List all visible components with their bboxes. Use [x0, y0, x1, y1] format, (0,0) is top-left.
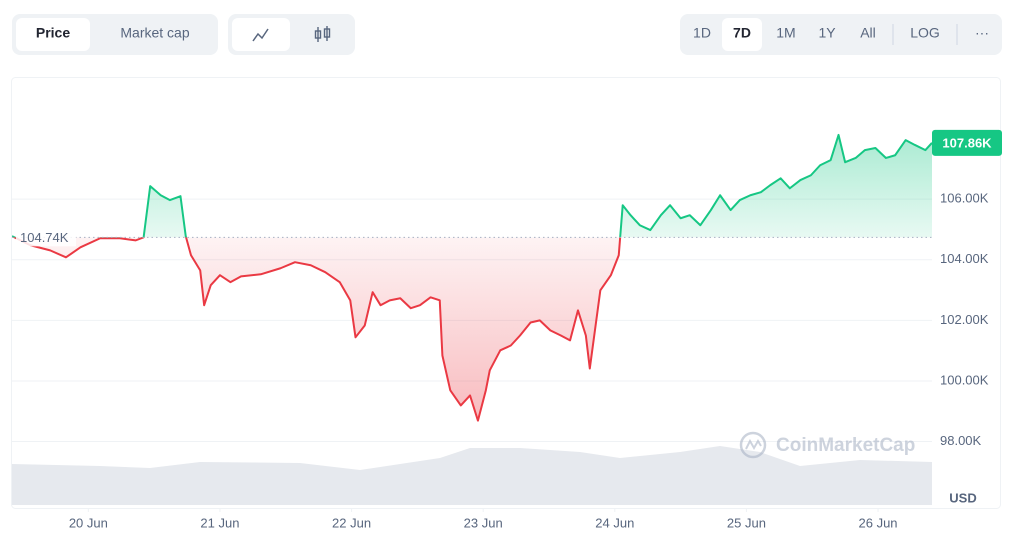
- y-tick-label: 104.00K: [940, 251, 989, 266]
- watermark: CoinMarketCap: [739, 431, 915, 459]
- y-tick-label: 100.00K: [940, 372, 989, 387]
- range-all[interactable]: All: [860, 25, 876, 41]
- plot: 104.74K: [12, 133, 932, 422]
- active-tab[interactable]: [16, 18, 90, 51]
- toolbar: Price Market cap 1D 7D 1M 1Y All LOG ···: [12, 14, 1002, 55]
- more-button[interactable]: ···: [975, 25, 989, 41]
- x-tick-label: 23 Jun: [464, 515, 503, 530]
- y-tick-label: 98.00K: [940, 433, 982, 448]
- line-style-button[interactable]: [232, 18, 290, 51]
- chart-frame: [11, 77, 1001, 509]
- range-1d[interactable]: 1D: [693, 25, 711, 41]
- y-unit: USD: [949, 490, 976, 505]
- tab-market-cap[interactable]: Market cap: [120, 25, 189, 41]
- baseline-label-bg: [16, 228, 76, 247]
- area-down: [14, 237, 621, 421]
- baseline-label: 104.74K: [20, 230, 69, 245]
- last-price-label: 107.86K: [942, 135, 992, 150]
- x-tick-label: 20 Jun: [69, 515, 108, 530]
- volume-backdrop: [12, 446, 932, 505]
- line-up: [12, 133, 932, 238]
- y-tick-label: 106.00K: [940, 191, 989, 206]
- active-range[interactable]: [722, 18, 762, 51]
- range-1y[interactable]: 1Y: [818, 25, 836, 41]
- x-tick-label: 25 Jun: [727, 515, 766, 530]
- x-tick-label: 22 Jun: [332, 515, 371, 530]
- last-price-badge: [932, 129, 1002, 156]
- log-toggle[interactable]: LOG: [910, 25, 940, 41]
- x-tick-label: 26 Jun: [859, 515, 898, 530]
- x-tick-label: 21 Jun: [200, 515, 239, 530]
- candle-icon[interactable]: [314, 26, 331, 42]
- range-1m[interactable]: 1M: [776, 25, 795, 41]
- x-tick-label: 24 Jun: [595, 515, 634, 530]
- range-7d[interactable]: 7D: [733, 25, 751, 41]
- line-down: [12, 237, 622, 422]
- line-icon: [252, 28, 269, 42]
- y-tick-label: 102.00K: [940, 312, 989, 327]
- tab-price[interactable]: Price: [36, 25, 70, 41]
- watermark-text: CoinMarketCap: [776, 435, 915, 456]
